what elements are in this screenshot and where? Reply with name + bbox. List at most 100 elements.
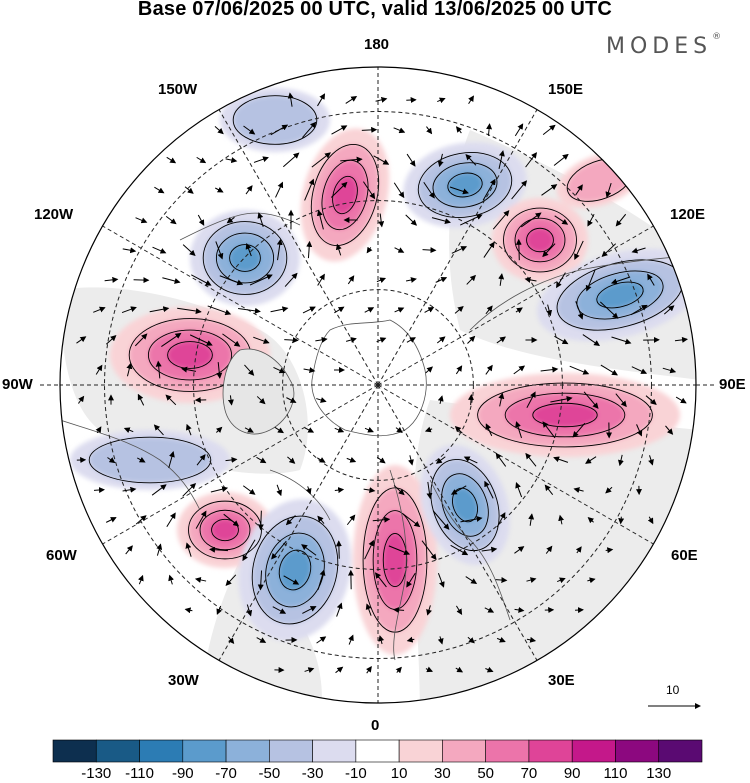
wind-arrow [618, 454, 624, 467]
wind-arrow [336, 602, 343, 617]
wind-arrow [95, 426, 102, 434]
wind-arrow [152, 246, 167, 254]
wind-arrow [424, 307, 435, 313]
wind-arrow [583, 391, 599, 409]
wind-arrow [165, 394, 177, 406]
wind-arrow [317, 569, 326, 590]
colorbar-tick-label: 90 [563, 765, 581, 782]
wind-arrow [222, 333, 241, 347]
wind-arrow [104, 276, 119, 283]
wind-arrow [134, 333, 148, 347]
wind-arrow [287, 456, 296, 464]
wind-arrow [253, 336, 270, 344]
wind-arrow [550, 395, 573, 403]
anomaly-area [89, 437, 211, 483]
wind-arrow [242, 539, 256, 562]
wind-arrow [425, 366, 433, 374]
wind-arrow [455, 365, 463, 375]
anomaly-area [596, 282, 644, 308]
wind-arrow [437, 395, 444, 404]
wind-arrow [426, 605, 432, 616]
wind-arrow [238, 307, 261, 314]
colorbar-tick-label: -50 [258, 765, 281, 782]
wind-arrow [484, 480, 494, 499]
wind-arrow [214, 126, 224, 135]
wind-arrow [225, 456, 238, 463]
contour-line [202, 221, 288, 295]
reference-vector-label: 10 [666, 683, 680, 697]
colorbar-swatch [182, 739, 227, 763]
contour-line [278, 549, 312, 591]
colorbar-swatch [95, 739, 140, 763]
wind-arrow [311, 152, 331, 168]
wind-arrow [395, 666, 402, 674]
wind-arrow [454, 426, 463, 434]
wind-arrow [454, 305, 464, 314]
wind-arrow [122, 247, 137, 254]
wind-arrow [196, 156, 207, 164]
contour-line [229, 244, 261, 272]
wind-arrow [223, 513, 240, 527]
colorbar [52, 739, 703, 763]
wind-arrow [585, 269, 596, 292]
wind-arrow [553, 153, 569, 166]
wind-arrow [524, 276, 537, 283]
wind-arrow [302, 306, 316, 314]
wind-arrow [302, 606, 317, 614]
colorbar-swatch [355, 739, 400, 763]
wind-arrow [405, 277, 417, 283]
wind-arrow [485, 364, 493, 375]
wind-arrow [496, 512, 506, 528]
wind-arrow [304, 667, 315, 673]
wind-arrow [345, 337, 357, 343]
wind-arrow [515, 238, 522, 261]
wind-arrow [647, 273, 655, 286]
colorbar-swatch [398, 739, 443, 763]
wind-arrow [496, 636, 506, 643]
wind-arrow [485, 666, 494, 673]
wind-arrow [437, 572, 445, 588]
wind-arrow [520, 212, 542, 228]
wind-arrow [542, 124, 556, 136]
wind-arrow [246, 604, 253, 617]
wind-arrow [227, 395, 234, 406]
wind-arrow [315, 336, 328, 343]
wind-arrow [253, 156, 269, 163]
wind-arrow [372, 516, 391, 523]
wind-arrow [455, 666, 464, 673]
wind-arrow [302, 121, 317, 138]
wind-arrow [406, 636, 415, 643]
colorbar-swatch [528, 739, 573, 763]
wind-arrow [544, 484, 554, 495]
contour-line [332, 175, 358, 215]
wind-arrow [515, 421, 523, 439]
contour-line [452, 487, 478, 523]
wind-arrow [226, 216, 235, 224]
anomaly-area [526, 228, 554, 252]
wind-arrow [156, 543, 163, 556]
wind-arrow [542, 243, 556, 258]
wind-arrow [155, 360, 162, 379]
wind-arrow [245, 185, 253, 195]
lon-label-150e: 150E [548, 81, 584, 98]
wind-arrow [303, 367, 316, 374]
wind-arrow [166, 156, 177, 164]
colorbar-tick-label: 70 [520, 765, 538, 782]
wind-arrow [432, 510, 450, 530]
wind-arrow [348, 634, 354, 645]
wind-arrow [376, 277, 387, 284]
wind-arrow [554, 335, 569, 345]
wind-arrow [631, 247, 646, 254]
lon-label-120e: 120E [670, 206, 706, 223]
coastlines [60, 212, 696, 661]
wind-arrow [361, 126, 378, 133]
wind-arrow [546, 304, 553, 317]
wind-arrow [330, 181, 348, 198]
wind-arrow [306, 240, 313, 259]
wind-arrow [256, 396, 266, 405]
wind-arrow [569, 365, 590, 375]
wind-arrow [162, 277, 181, 284]
wind-arrow [460, 516, 483, 523]
contour-line [382, 532, 408, 588]
wind-arrow [467, 636, 475, 644]
